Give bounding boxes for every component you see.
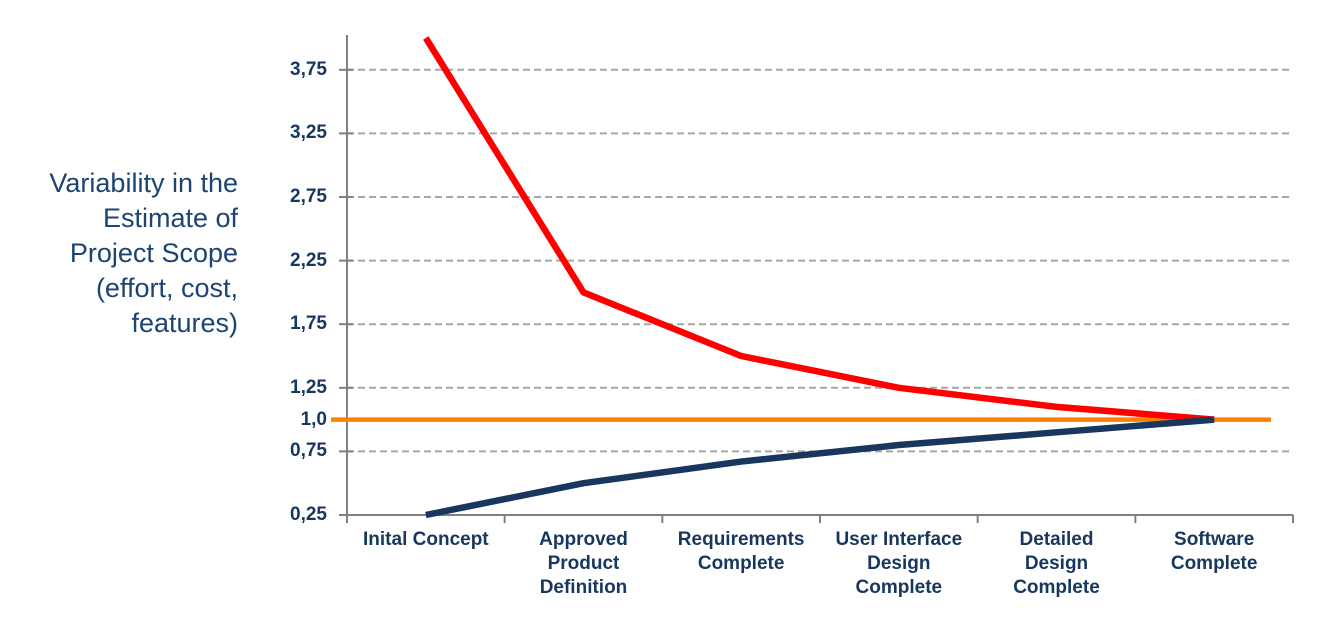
ytick-label: 1,25	[290, 376, 327, 398]
category-label: Inital Concept	[363, 529, 489, 550]
y-axis-title: Variability in the Estimate of Project S…	[49, 168, 238, 338]
ytick-label: 3,25	[290, 122, 327, 144]
category-label: User Interface Design Complete	[835, 529, 963, 598]
category-label: Approved Product Definition	[539, 529, 628, 598]
ytick-label: 3,75	[290, 58, 327, 80]
ytick-label: 1,75	[290, 313, 327, 335]
category-label: Software Complete	[1170, 529, 1258, 574]
ytick-label: 2,25	[290, 249, 327, 271]
ytick-label: 0,75	[290, 440, 327, 462]
ytick-label: 0,25	[290, 504, 327, 525]
ytick-label: 1,0	[300, 408, 327, 430]
ytick-label: 2,75	[290, 186, 327, 207]
series-line-lower	[425, 416, 1215, 519]
category-label: Requirements Complete	[677, 529, 805, 574]
category-label: Detailed Design Complete	[1013, 529, 1100, 598]
series-line-upper	[423, 36, 1215, 423]
